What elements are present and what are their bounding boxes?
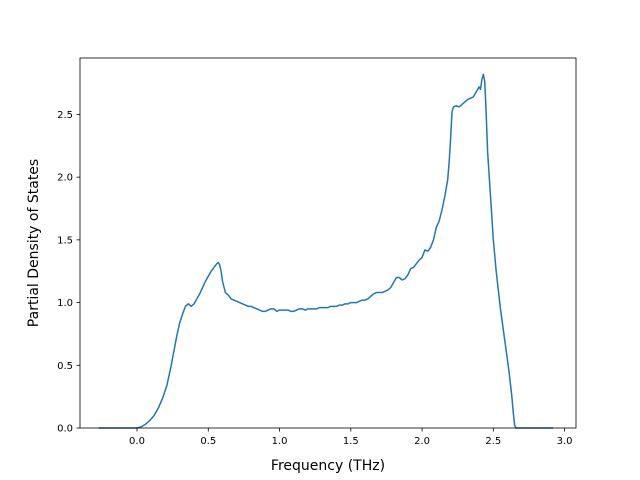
x-tick-label: 3.0 [557, 436, 573, 447]
x-tick-label: 2.5 [485, 436, 501, 447]
axes-frame [79, 57, 577, 429]
series-line-0 [98, 73, 554, 429]
y-tick-label: 0.5 [57, 361, 73, 372]
x-tick-label: 0.0 [129, 436, 145, 447]
y-tick-label: 2.5 [57, 110, 73, 121]
y-tick-label: 0.0 [57, 424, 73, 435]
x-tick-label: 1.0 [272, 436, 288, 447]
y-axis-label: Partial Density of States [26, 159, 42, 327]
y-tick-label: 1.0 [57, 298, 73, 309]
x-axis-label: Frequency (THz) [271, 458, 385, 474]
x-tick-label: 1.5 [343, 436, 359, 447]
axes [79, 57, 577, 429]
y-axis-ticks: 0.0 0.5 1.0 1.5 2.0 2.5 [57, 110, 80, 435]
plot-area [98, 73, 554, 429]
x-axis-ticks: 0.0 0.5 1.0 1.5 2.0 2.5 3.0 [129, 428, 573, 447]
x-tick-label: 0.5 [200, 436, 216, 447]
y-tick-label: 2.0 [57, 173, 73, 184]
x-tick-label: 2.0 [414, 436, 430, 447]
y-tick-label: 1.5 [57, 235, 73, 246]
